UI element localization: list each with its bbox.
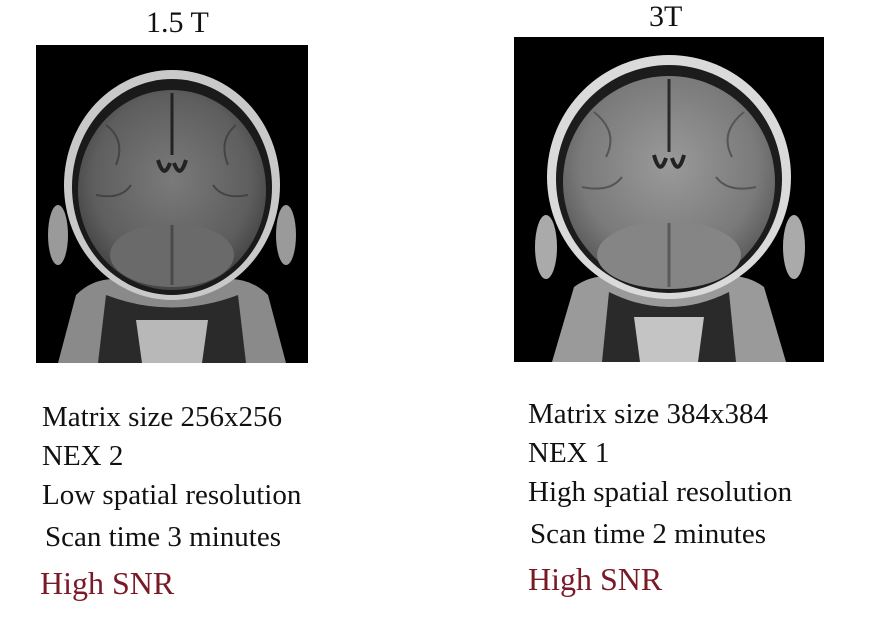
left-nex: NEX 2 <box>42 440 124 472</box>
right-mri-image <box>514 37 824 362</box>
left-mri-image <box>36 45 308 363</box>
left-spatial-resolution: Low spatial resolution <box>42 479 302 511</box>
left-scan-time: Scan time 3 minutes <box>45 521 281 553</box>
left-snr: High SNR <box>40 565 175 601</box>
left-mri-drawing <box>36 45 308 363</box>
right-scan-time: Scan time 2 minutes <box>530 518 766 550</box>
left-matrix-size: Matrix size 256x256 <box>42 401 283 433</box>
right-matrix-size: Matrix size 384x384 <box>528 398 769 430</box>
right-snr: High SNR <box>528 561 663 597</box>
right-mri-drawing <box>514 37 824 362</box>
right-spatial-resolution: High spatial resolution <box>528 476 793 508</box>
left-panel-title: 1.5 T <box>146 6 209 39</box>
right-panel-title: 3T <box>649 0 683 33</box>
right-nex: NEX 1 <box>528 437 610 469</box>
